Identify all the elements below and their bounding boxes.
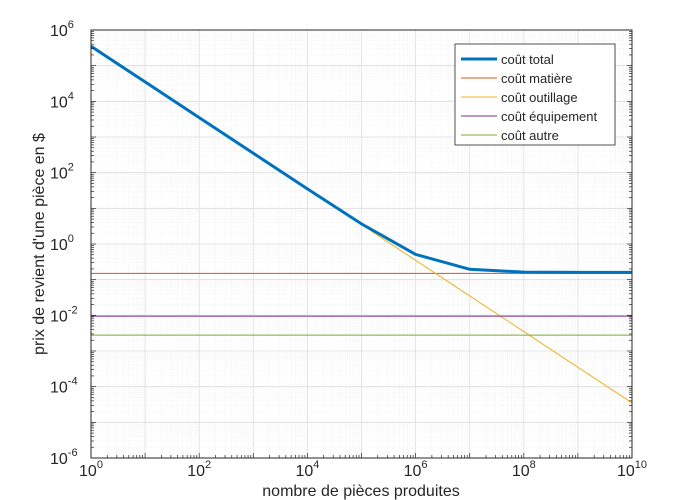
ticks: [90, 31, 632, 459]
series-line-0: [90, 45, 632, 274]
y-tick-label: 100: [50, 233, 74, 254]
x-tick-label: 106: [404, 459, 428, 480]
legend-label: coût matière: [501, 71, 573, 86]
legend-label: coût outillage: [501, 90, 578, 105]
x-axis-label: nombre de pièces produites: [262, 483, 459, 500]
legend-label: coût total: [501, 52, 554, 67]
y-tick-label: 10-4: [50, 376, 78, 397]
legend-box: [454, 43, 616, 146]
tick-labels: 100 102 104 106 108 1010 106 104 102 100 10-2 10-4 1…: [50, 19, 647, 480]
y-tick-label: 10-2: [50, 304, 78, 325]
x-tick-label: 108: [512, 459, 536, 480]
y-tick-label: 102: [50, 162, 74, 183]
x-tick-label: 1010: [617, 459, 647, 480]
grid: [90, 30, 632, 459]
legend-label: coût équipement: [501, 109, 598, 124]
y-axis-label: prix de revient d'une pièce en $: [31, 133, 48, 355]
x-tick-label: 104: [295, 459, 319, 480]
y-tick-label: 10-6: [50, 447, 78, 468]
y-tick-label: 104: [50, 90, 74, 111]
x-tick-label: 102: [187, 459, 211, 480]
x-tick-label: 100: [79, 459, 103, 480]
legend-label: coût autre: [501, 128, 559, 143]
legend: coût total coût matière coût outillage coût…: [454, 43, 616, 146]
series-lines: [90, 45, 633, 404]
y-tick-label: 106: [50, 19, 74, 40]
